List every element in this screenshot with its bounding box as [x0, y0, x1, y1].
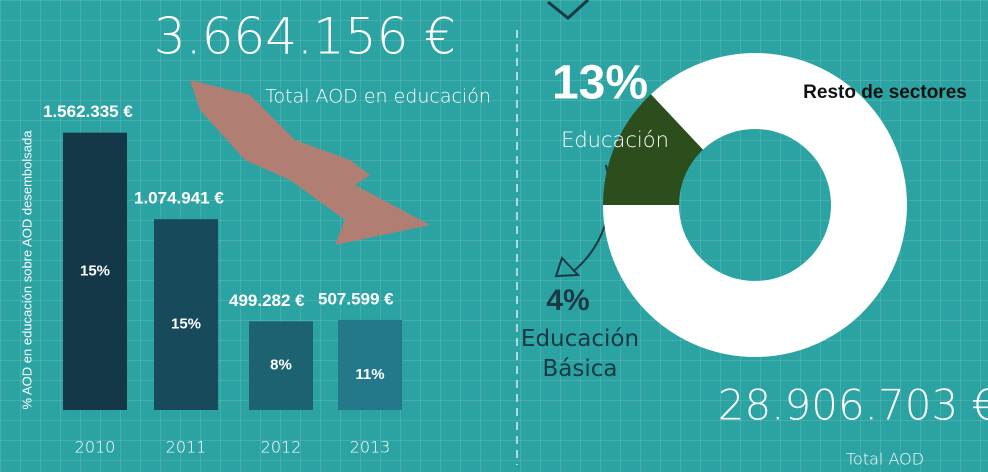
annotation-label: Educación Básica	[520, 326, 640, 382]
bar	[338, 319, 402, 410]
pie-subtitle: Total AOD	[846, 450, 924, 469]
x-tick-label: 2010	[75, 438, 116, 457]
pie-slice	[603, 53, 908, 357]
bar	[63, 132, 127, 410]
arrow-head	[554, 256, 581, 278]
value-label: 1.074.941 €	[134, 189, 224, 208]
x-tick-label: 2012	[261, 438, 302, 457]
bar	[154, 219, 218, 410]
bar-subtitle: Total AOD en educación	[265, 86, 491, 108]
percent-label: 11%	[355, 366, 384, 383]
annotation-value: 4%	[546, 284, 589, 317]
percent-label: 8%	[270, 357, 292, 374]
y-axis-label: % AOD en educación sobre AOD desembolsad…	[19, 130, 34, 410]
x-tick-label: 2013	[350, 438, 391, 457]
bar-title: 3.664.156 €	[154, 8, 456, 66]
pie-title: 28.906.703 €	[718, 381, 988, 430]
value-label: 1.562.335 €	[43, 102, 133, 121]
slice-value: 13%	[552, 57, 648, 110]
decoration	[547, 0, 590, 20]
x-tick-label: 2011	[166, 438, 207, 457]
slice-label: Educación	[561, 128, 669, 152]
percent-label: 15%	[171, 316, 201, 333]
value-label: 499.282 €	[229, 291, 305, 310]
pie-slice	[603, 94, 703, 205]
value-label: 507.599 €	[318, 289, 394, 308]
percent-label: 15%	[80, 262, 110, 279]
slice-label: Resto de sectores	[803, 82, 967, 103]
bar	[249, 321, 313, 410]
trend-arrow	[190, 80, 430, 245]
